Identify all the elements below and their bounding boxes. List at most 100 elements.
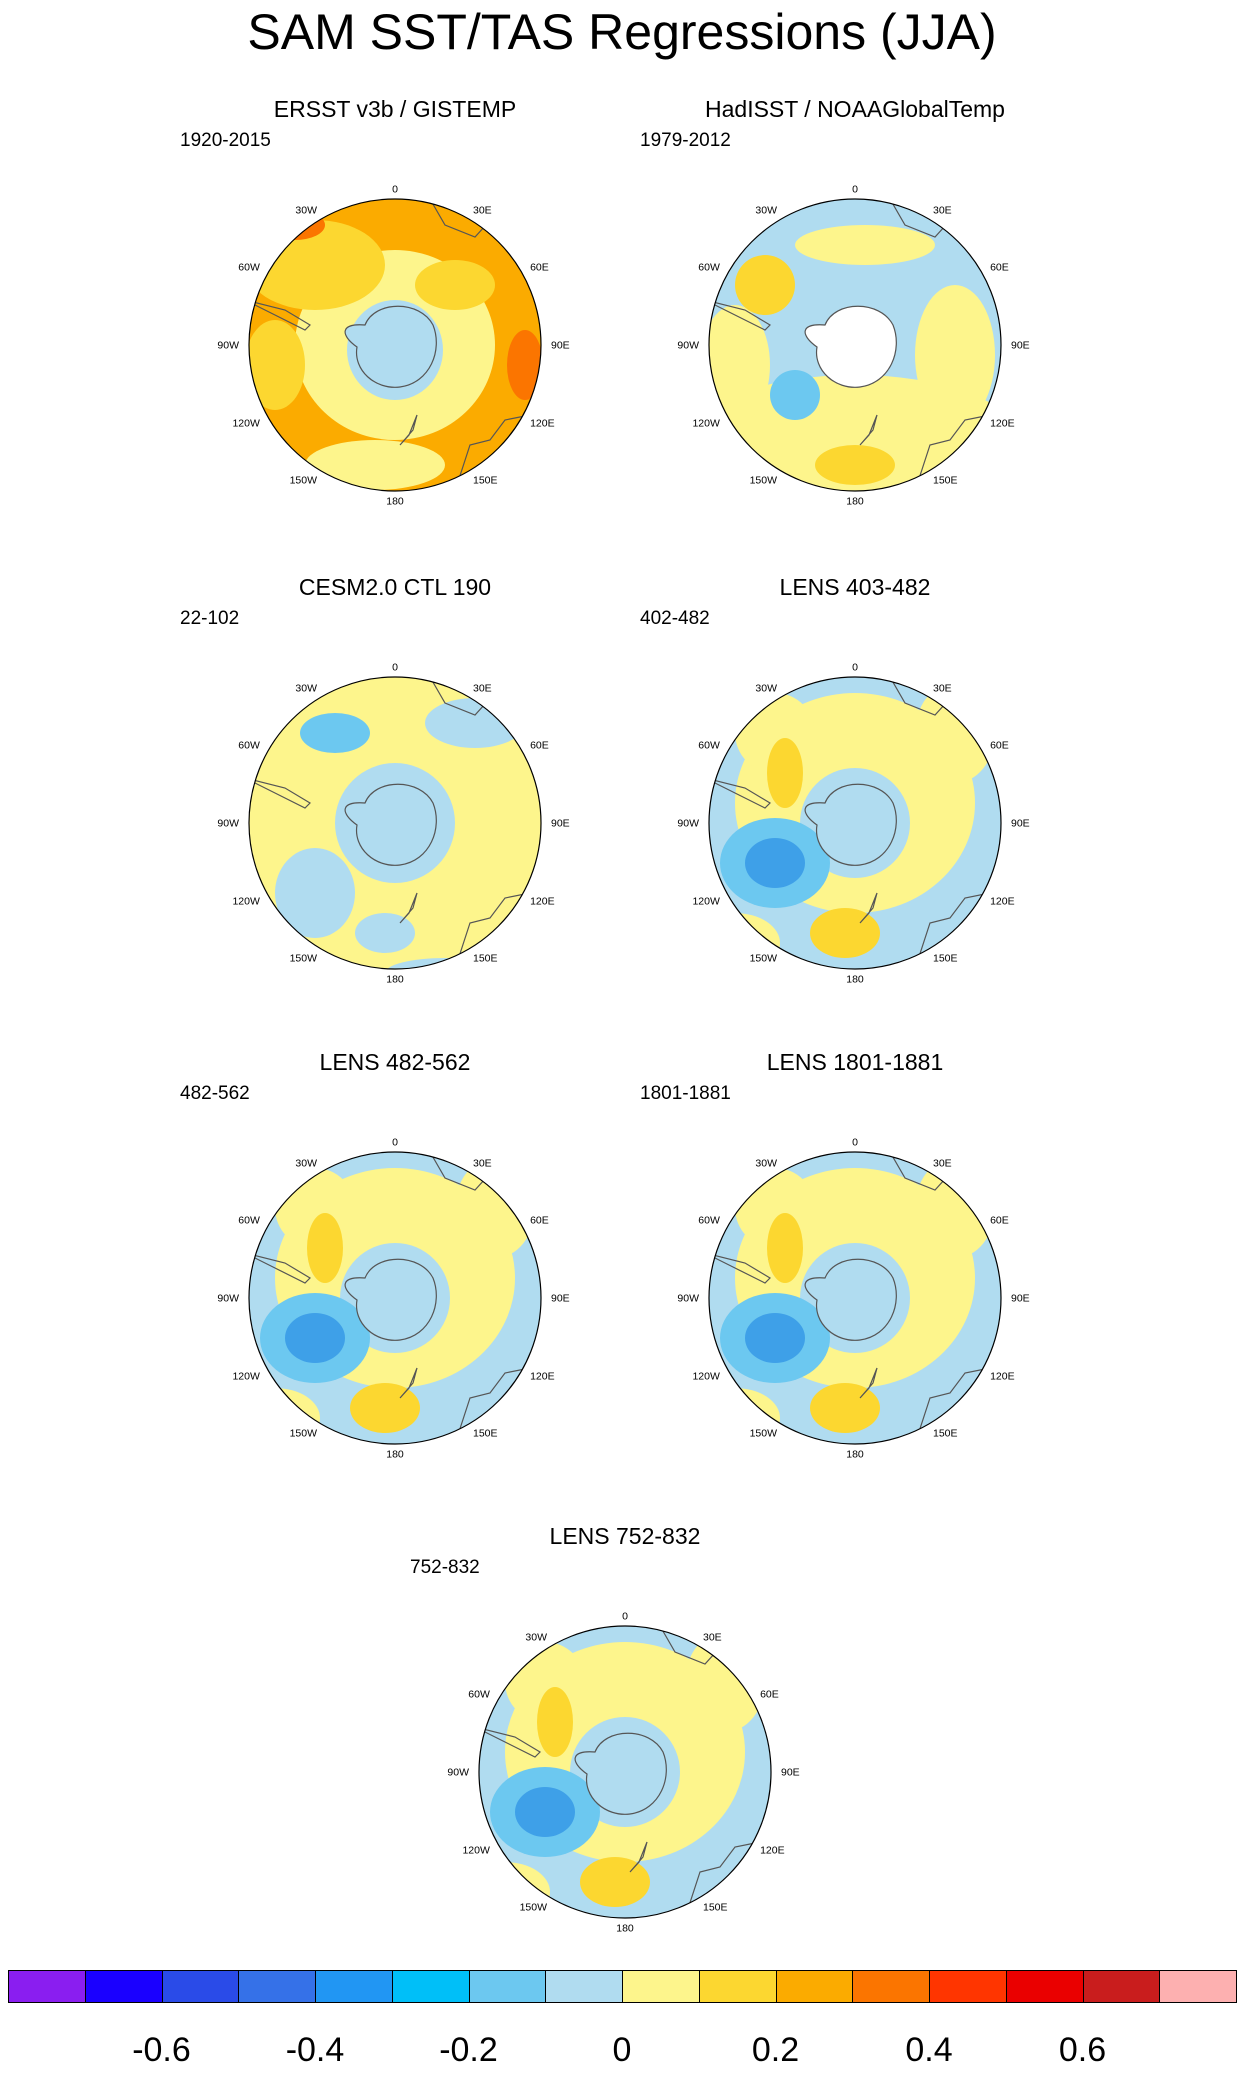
colorbar-swatch	[391, 1970, 470, 2003]
longitude-label: 60E	[990, 262, 1009, 274]
longitude-label: 120E	[990, 418, 1015, 430]
colorbar-swatch	[622, 1970, 700, 2003]
panel-title: CESM2.0 CTL 190	[298, 574, 492, 600]
longitude-label: 120W	[692, 896, 720, 908]
colorbar-tick-label: 0.4	[905, 2031, 953, 2069]
panel-years: 752-832	[410, 1557, 480, 1578]
panel-title: ERSST v3b / GISTEMP	[273, 96, 517, 122]
map-border	[708, 198, 1002, 492]
longitude-label: 30E	[703, 1631, 722, 1643]
map-field	[709, 199, 1001, 491]
map-panel: LENS 403-482 402-482 0 180 30E 60E 90E 120E 15…	[640, 573, 1065, 1033]
longitude-label: 150E	[703, 1902, 728, 1914]
longitude-label: 150E	[933, 475, 958, 487]
longitude-label: 120W	[232, 896, 260, 908]
longitude-label: 30W	[295, 682, 317, 694]
longitude-label: 150E	[473, 953, 498, 965]
colorbar-swatch	[1082, 1970, 1161, 2003]
anomaly-region	[425, 698, 525, 748]
longitude-label: 0	[392, 662, 398, 674]
longitude-label: 180	[846, 1449, 864, 1461]
anomaly-region	[300, 713, 370, 753]
antarctica-outline	[344, 1258, 437, 1341]
map-field	[709, 677, 1001, 969]
longitude-label: 150W	[750, 1428, 778, 1440]
panel-title: LENS 403-482	[779, 574, 931, 600]
panel-title: LENS 752-832	[549, 1523, 701, 1549]
longitude-label: 0	[852, 662, 858, 674]
panel-years: 1920-2015	[180, 130, 271, 151]
south-america-coast	[479, 1726, 541, 1758]
anomaly-region	[815, 445, 895, 485]
anomaly-region	[767, 1213, 803, 1283]
map-field	[249, 677, 541, 969]
longitude-label: 90E	[1011, 818, 1030, 830]
anomaly-region	[515, 1787, 575, 1837]
anomaly-region	[915, 683, 995, 783]
panel-years: 1801-1881	[640, 1083, 731, 1104]
longitude-label: 150W	[750, 953, 778, 965]
polar-map: 0 180 30E 60E 90E 120E 150E 30W 60W 90W 120W 150W	[217, 184, 570, 508]
longitude-label: 90E	[551, 1293, 570, 1305]
colorbar-swatch	[315, 1970, 393, 2003]
panel-years: 22-102	[180, 608, 240, 629]
longitude-label: 60W	[468, 1689, 490, 1701]
longitude-label: 120E	[760, 1845, 785, 1857]
longitude-label: 90W	[217, 1293, 239, 1305]
longitude-label: 120E	[530, 896, 555, 908]
longitude-label: 180	[846, 496, 864, 508]
longitude-label: 60E	[530, 740, 549, 752]
longitude-label: 90E	[551, 340, 570, 352]
longitude-label: 120W	[692, 1371, 720, 1383]
anomaly-region	[810, 908, 880, 958]
longitude-label: 30W	[295, 204, 317, 216]
south-america-coast	[709, 1252, 771, 1284]
longitude-label: 150E	[933, 953, 958, 965]
polar-map: 0 180 30E 60E 90E 120E 150E 30W 60W 90W 120W 150W	[217, 662, 569, 986]
antarctica-outline	[574, 1732, 667, 1815]
panel-years: 1979-2012	[640, 130, 731, 151]
colorbar-swatch	[8, 1970, 86, 2003]
longitude-label: 60W	[698, 1215, 720, 1227]
longitude-label: 0	[622, 1611, 628, 1623]
longitude-label: 30W	[755, 682, 777, 694]
australia-coast	[914, 892, 991, 969]
longitude-label: 120W	[692, 418, 720, 430]
australia-coast	[684, 1841, 761, 1918]
longitude-label: 150E	[933, 1428, 958, 1440]
new-zealand-coast	[399, 414, 418, 446]
longitude-label: 60E	[990, 740, 1009, 752]
australia-coast	[454, 414, 531, 491]
longitude-label: 60W	[238, 740, 260, 752]
longitude-label: 90W	[677, 818, 699, 830]
longitude-label: 90W	[217, 340, 239, 352]
map-panel: LENS 1801-1881 1801-1881 0 180 30E 60E 90E 12…	[640, 1048, 1065, 1508]
antarctica-outline	[804, 1258, 897, 1341]
map-border	[248, 1151, 542, 1445]
anomaly-region	[275, 848, 355, 938]
anomaly-region	[507, 330, 541, 400]
longitude-label: 30E	[933, 204, 952, 216]
colorbar-tick-label: 0.2	[751, 2031, 800, 2069]
longitude-label: 150W	[290, 1428, 318, 1440]
colorbar-tick-label: -0.6	[132, 2031, 191, 2069]
colorbar-swatch	[929, 1970, 1007, 2003]
longitude-label: 120W	[232, 418, 260, 430]
longitude-label: 60W	[238, 262, 260, 274]
antarctica-outline	[804, 783, 897, 866]
colorbar-swatch	[775, 1970, 854, 2003]
longitude-label: 60W	[238, 1215, 260, 1227]
map-border	[708, 1151, 1002, 1445]
map-panel: LENS 482-562 482-562 0 180 30E 60E 90E 120E 15…	[180, 1048, 605, 1508]
longitude-label: 30E	[933, 682, 952, 694]
south-america-coast	[249, 299, 311, 331]
longitude-label: 150W	[290, 475, 318, 487]
longitude-label: 180	[386, 1449, 404, 1461]
longitude-label: 150W	[520, 1902, 548, 1914]
longitude-label: 150E	[473, 475, 498, 487]
anomaly-region	[305, 440, 445, 490]
longitude-label: 90E	[781, 1767, 800, 1779]
south-america-coast	[249, 777, 311, 809]
colorbar-swatch	[1005, 1970, 1084, 2003]
longitude-label: 180	[386, 496, 404, 508]
